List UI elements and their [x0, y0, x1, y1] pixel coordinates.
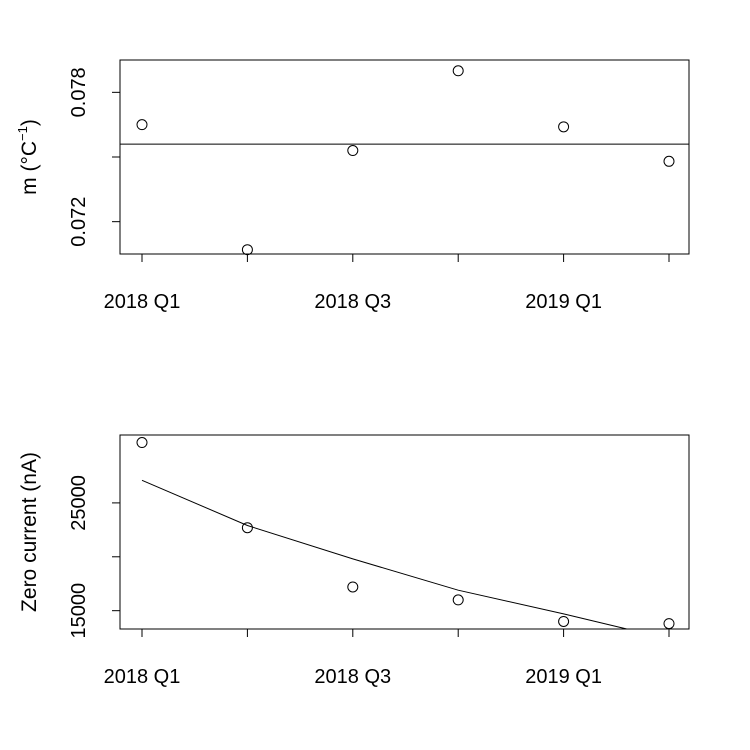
y-axis: 15000 25000: [68, 475, 121, 639]
y-axis: 0.072 0.078: [68, 67, 121, 247]
data-point: [452, 65, 464, 77]
data-point: [136, 437, 148, 449]
y-tick-label: 0.072: [68, 197, 90, 247]
x-tick-label: 2018 Q1: [104, 291, 181, 313]
data-point: [241, 522, 253, 534]
x-tick-label: 2018 Q3: [314, 291, 391, 313]
y-tick-label: 0.078: [68, 67, 90, 117]
data-point: [347, 581, 359, 593]
data-point: [347, 145, 359, 157]
panel-slope: 2018 Q1 2018 Q3 2019 Q1 0.072 0.078 m (°C−1…: [15, 59, 690, 313]
x-axis: 2018 Q1 2018 Q3 2019 Q1: [104, 628, 670, 688]
data-point: [663, 618, 675, 630]
x-tick-label: 2019 Q1: [525, 291, 602, 313]
y-tick-label: 15000: [68, 583, 90, 639]
data-point: [663, 155, 675, 167]
x-tick-label: 2018 Q1: [104, 666, 181, 688]
fit-curve: [141, 479, 627, 630]
x-axis: 2018 Q1 2018 Q3 2019 Q1: [104, 253, 670, 313]
panel-zero-current: 2018 Q1 2018 Q3 2019 Q1 15000 25000 Zero cu…: [18, 434, 690, 688]
data-marks: [120, 65, 689, 256]
y-tick-label: 25000: [68, 475, 90, 531]
plot-frame: [119, 434, 690, 630]
plot-frame: [119, 59, 690, 255]
data-point: [558, 615, 570, 627]
x-tick-label: 2019 Q1: [525, 666, 602, 688]
y-axis-label: Zero current (nA): [18, 452, 41, 612]
data-point: [558, 121, 570, 133]
y-axis-label: m (°C−1): [15, 119, 41, 195]
data-point: [241, 244, 253, 256]
data-point: [136, 119, 148, 131]
x-tick-label: 2018 Q3: [314, 666, 391, 688]
data-point: [452, 594, 464, 606]
data-marks: [136, 437, 675, 630]
